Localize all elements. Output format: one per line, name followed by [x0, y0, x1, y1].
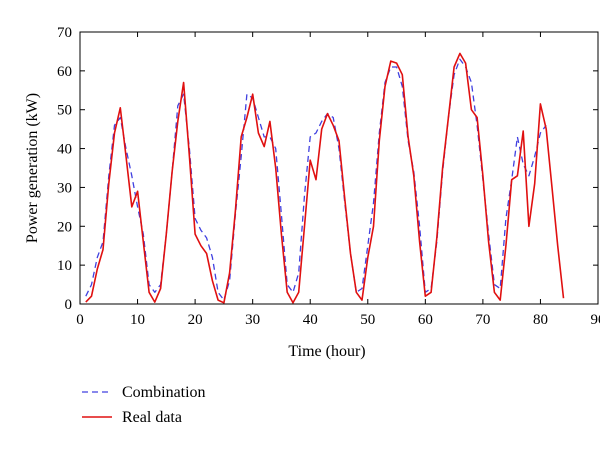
- x-tick-label: 70: [475, 312, 490, 328]
- series-line-combination: [85, 58, 547, 301]
- y-axis-title: Power generation (kW): [24, 93, 41, 243]
- x-tick-label: 90: [591, 312, 600, 328]
- legend-label-combination: Combination: [122, 384, 206, 401]
- y-tick-label: 30: [57, 180, 72, 196]
- x-tick-label: 40: [303, 312, 318, 328]
- legend: Combination Real data: [82, 384, 206, 426]
- x-tick-label: 50: [360, 312, 375, 328]
- plot-frame: [79, 31, 599, 305]
- ticks-layer: 0 10 20 30 40 50 60 70 80 90 0 10 20 30 40 50 60 70: [57, 25, 600, 328]
- y-tick-label: 60: [57, 64, 72, 80]
- y-tick-label: 0: [65, 297, 73, 313]
- x-tick-label: 20: [188, 312, 203, 328]
- y-tick-label: 70: [57, 25, 72, 41]
- y-tick-label: 50: [57, 103, 72, 119]
- x-tick-label: 10: [130, 312, 145, 328]
- x-tick-label: 0: [76, 312, 84, 328]
- legend-label-real-data: Real data: [122, 409, 182, 426]
- series-line-real-data: [85, 52, 565, 304]
- y-tick-label: 40: [57, 142, 72, 158]
- y-tick-label: 10: [57, 258, 72, 274]
- series-layer: [85, 52, 565, 304]
- x-tick-label: 30: [245, 312, 260, 328]
- x-axis-title: Time (hour): [288, 343, 365, 360]
- y-tick-label: 20: [57, 219, 72, 235]
- x-tick-label: 60: [418, 312, 433, 328]
- x-tick-label: 80: [533, 312, 548, 328]
